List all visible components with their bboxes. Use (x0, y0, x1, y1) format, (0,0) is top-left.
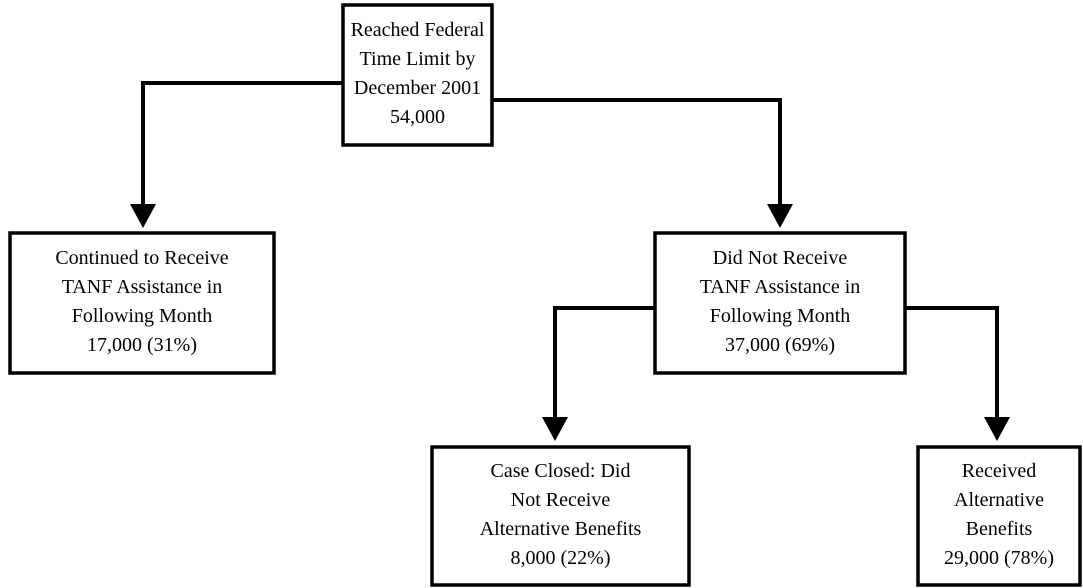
node-label: TANF Assistance in (62, 276, 223, 298)
node-box (8, 231, 276, 375)
node-label: Benefits (966, 518, 1033, 540)
node-label: Following Month (710, 305, 851, 327)
node: Reached Federal Time Limit by December 200… (341, 3, 494, 147)
node-value: 8,000 (22%) (511, 547, 611, 569)
node: Case Closed: Did Not Receive Alternative B… (430, 445, 691, 587)
node-label: Case Closed: Did (491, 460, 631, 482)
node-label: Alternative (954, 489, 1044, 511)
node: Continued to Receive TANF Assistance in Fo… (8, 231, 276, 375)
node-box (653, 231, 907, 375)
arrowhead (984, 417, 1010, 441)
node-box (341, 3, 494, 147)
node-value: 54,000 (390, 106, 445, 128)
arrowhead (767, 204, 793, 228)
node-label: Received (962, 460, 1036, 482)
arrowhead (130, 204, 156, 228)
node: Did Not Receive TANF Assistance in Followi… (653, 231, 907, 375)
connectors (130, 81, 1010, 441)
node-label: TANF Assistance in (700, 276, 861, 298)
node: Received Alternative Benefits 29,000 (78%) (916, 445, 1082, 587)
nodes: Reached Federal Time Limit by December 200… (8, 3, 1082, 587)
node-label: Alternative Benefits (480, 518, 642, 540)
node-label: Did Not Receive (713, 247, 848, 269)
connector (492, 98, 782, 210)
node-box (430, 445, 691, 587)
node-value: 29,000 (78%) (944, 547, 1054, 569)
node-box (916, 445, 1082, 587)
connector (141, 81, 343, 210)
node-label: Following Month (72, 305, 213, 327)
arrowhead (542, 417, 568, 441)
node-label: December 2001 (354, 77, 481, 99)
connector (905, 306, 999, 423)
node-value: 37,000 (69%) (725, 334, 835, 356)
node-label: Continued to Receive (55, 247, 228, 269)
connector (553, 306, 655, 423)
node-label: Not Receive (511, 489, 611, 511)
node-label: Reached Federal (351, 19, 485, 41)
node-value: 17,000 (31%) (87, 334, 197, 356)
node-label: Time Limit by (360, 48, 476, 70)
